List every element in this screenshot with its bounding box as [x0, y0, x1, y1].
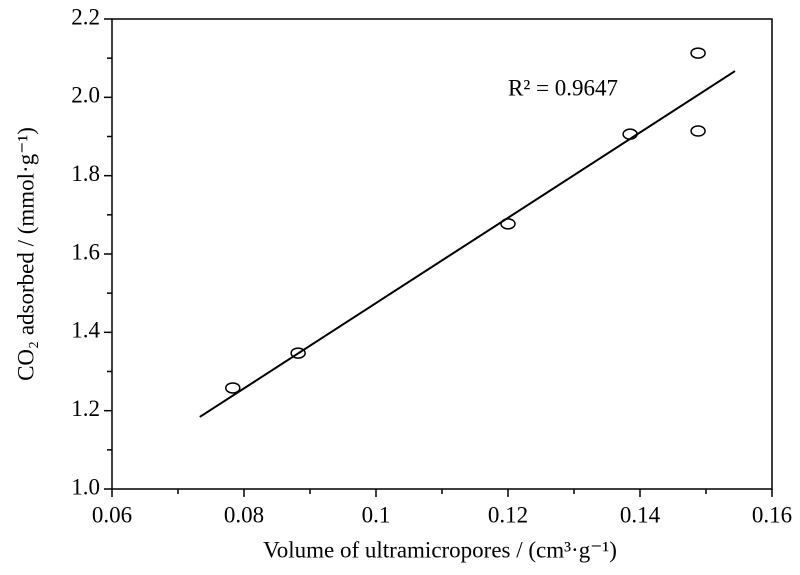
- y-tick-label: 1.2: [71, 396, 100, 421]
- data-point: [622, 128, 638, 140]
- x-tick-label: 0.08: [224, 502, 264, 527]
- data-point: [290, 347, 306, 359]
- y-tick-label: 2.2: [71, 4, 100, 29]
- x-tick-label: 0.06: [92, 502, 132, 527]
- x-tick-label: 0.16: [752, 502, 792, 527]
- y-tick-label: 1.4: [71, 318, 100, 343]
- y-axis-label: CO₂ adsorbed / (mmol·g⁻¹): [13, 127, 38, 381]
- y-tick-label: 1.8: [71, 161, 100, 186]
- data-point: [225, 382, 241, 394]
- y-tick-label: 1.6: [71, 239, 100, 264]
- x-axis-label: Volume of ultramicropores / (cm³·g⁻¹): [263, 537, 617, 562]
- data-point: [690, 47, 706, 59]
- plot-frame: [111, 18, 773, 490]
- fit-line: [199, 70, 736, 418]
- data-point: [690, 125, 706, 137]
- x-tick-label: 0.1: [362, 502, 391, 527]
- x-tick-label: 0.12: [488, 502, 528, 527]
- x-tick-label: 0.14: [620, 502, 661, 527]
- y-tick-label: 2.0: [71, 83, 100, 108]
- annotation: R² = 0.9647: [508, 75, 618, 100]
- y-tick-label: 1.0: [71, 474, 100, 499]
